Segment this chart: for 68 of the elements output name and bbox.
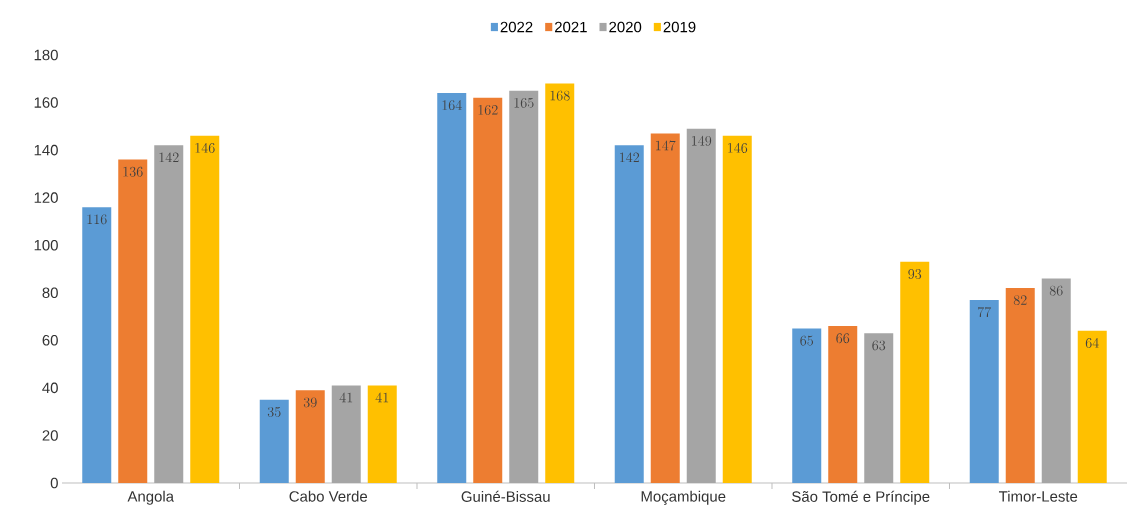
bar <box>614 145 644 483</box>
data-label: 63 <box>872 340 886 351</box>
data-label: 146 <box>195 142 215 153</box>
data-label: 142 <box>159 152 179 163</box>
y-tick-label: 80 <box>42 287 58 299</box>
data-label: 41 <box>375 392 389 403</box>
x-tick-label: Cabo Verde <box>289 490 368 502</box>
data-label: 93 <box>908 269 922 279</box>
y-tick-label: 160 <box>34 97 58 108</box>
x-tick-label: Timor-Leste <box>998 490 1078 502</box>
x-tick-label: Moçambique <box>641 490 726 505</box>
bar <box>792 328 822 483</box>
bar <box>900 261 930 483</box>
data-label: 142 <box>620 152 640 163</box>
data-label: 164 <box>442 100 462 111</box>
data-label: 64 <box>1085 337 1099 348</box>
data-label: 146 <box>728 142 748 153</box>
bar <box>1077 330 1107 483</box>
bar <box>545 83 575 483</box>
data-label: 35 <box>267 407 281 417</box>
data-label: 82 <box>1013 295 1027 306</box>
data-label: 162 <box>478 105 498 115</box>
data-label: 168 <box>550 90 570 101</box>
data-label: 41 <box>339 392 353 403</box>
bar <box>331 385 361 483</box>
y-tick-label: 140 <box>34 144 58 156</box>
bar <box>437 93 467 483</box>
legend-label: 2021 <box>555 21 587 33</box>
bar <box>367 385 397 483</box>
bar <box>509 90 539 483</box>
x-tick-label: Angola <box>127 490 175 505</box>
bar <box>295 390 325 483</box>
bar <box>154 145 184 483</box>
data-label: 86 <box>1049 285 1063 296</box>
bar <box>473 97 503 483</box>
bar <box>650 133 680 483</box>
y-tick-label: 0 <box>50 477 58 489</box>
data-label: 136 <box>123 166 143 177</box>
data-label: 149 <box>692 135 712 146</box>
bar <box>190 135 220 483</box>
bar <box>259 399 289 483</box>
y-tick-label: 180 <box>34 49 58 61</box>
bar <box>1005 288 1035 483</box>
bar <box>82 207 112 483</box>
legend-label: 2022 <box>500 21 533 33</box>
data-label: 39 <box>303 397 317 408</box>
bar <box>118 159 148 483</box>
y-tick-label: 60 <box>42 335 58 346</box>
legend-label: 2020 <box>609 21 642 33</box>
bar <box>686 128 716 483</box>
x-tick-label: São Tomé e Príncipe <box>792 490 930 505</box>
legend-label: 2019 <box>663 21 696 33</box>
data-label: 77 <box>978 306 992 317</box>
bar <box>722 135 752 483</box>
data-label: 65 <box>800 335 814 346</box>
data-label: 165 <box>514 97 534 108</box>
bar <box>1041 278 1071 483</box>
bar <box>864 333 894 483</box>
data-label: 116 <box>87 214 107 225</box>
y-tick-label: 20 <box>42 430 58 441</box>
y-tick-label: 100 <box>34 239 58 251</box>
x-tick-label: Guiné-Bissau <box>461 490 550 502</box>
bar <box>969 299 999 483</box>
data-label: 66 <box>836 333 850 344</box>
y-tick-label: 40 <box>42 382 58 394</box>
bar <box>828 326 858 483</box>
y-tick-label: 120 <box>34 192 58 203</box>
data-label: 147 <box>656 140 676 151</box>
